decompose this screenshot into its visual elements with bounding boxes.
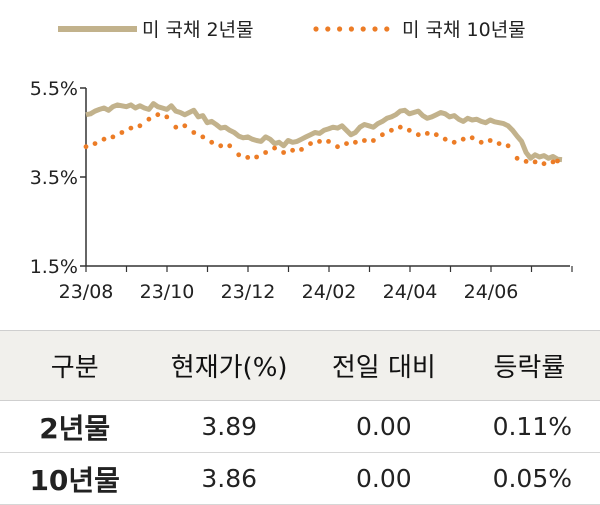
series-point-10y	[101, 136, 107, 142]
series-point-10y	[335, 144, 340, 150]
row-change: 0.00	[356, 412, 412, 441]
series-point-10y	[245, 155, 251, 160]
series-point-10y	[380, 132, 385, 138]
series-point-10y	[532, 159, 538, 165]
series-point-10y	[155, 112, 161, 118]
series-point-10y	[389, 127, 394, 133]
row-label: 10년물	[29, 463, 120, 497]
series-point-10y	[555, 158, 560, 164]
chart: 5.5% 3.5% 1.5% 23/08 23/10 23/12 24/02 24/04 24/…	[30, 19, 573, 303]
legend-swatch-10y-dot	[384, 26, 390, 32]
series-point-10y	[299, 147, 304, 152]
series-point-10y	[505, 143, 511, 149]
series-point-10y	[137, 123, 143, 129]
yield-table-section: 구분 현재가(%) 전일 대비 등락률 2년물 3.89 0.00 0.11% …	[0, 330, 600, 505]
series-point-10y	[146, 116, 152, 122]
series-point-10y	[218, 143, 224, 149]
legend-swatch-10y-dot	[372, 26, 378, 32]
series-point-10y	[397, 124, 403, 130]
series-point-10y	[317, 139, 322, 144]
series-point-10y	[227, 143, 233, 149]
series-point-10y	[487, 138, 493, 143]
x-tick-label: 24/02	[302, 281, 357, 303]
table-header-row: 구분 현재가(%) 전일 대비 등락률	[0, 330, 600, 401]
chart-svg: 5.5% 3.5% 1.5% 23/08 23/10 23/12 24/02 24/04 24/…	[30, 19, 573, 303]
series-point-10y	[263, 150, 268, 155]
series-point-10y	[541, 161, 547, 167]
series-point-10y	[83, 144, 89, 150]
y-tick-label: 3.5%	[30, 167, 78, 189]
series-point-10y	[119, 130, 125, 135]
series-point-10y	[550, 159, 556, 165]
series-point-10y	[200, 134, 206, 140]
x-tick-label: 23/08	[59, 281, 114, 303]
legend-swatch-10y-dot	[325, 26, 331, 32]
series-point-10y	[236, 152, 242, 158]
yield-table: 구분 현재가(%) 전일 대비 등락률 2년물 3.89 0.00 0.11% …	[0, 330, 600, 505]
series-point-10y	[272, 145, 277, 151]
x-tick-label: 24/04	[383, 281, 438, 303]
series-point-10y	[442, 136, 448, 142]
y-tick-label: 1.5%	[30, 256, 78, 278]
y-tick-label: 5.5%	[30, 78, 78, 100]
series-point-10y	[164, 114, 170, 120]
series-point-10y	[406, 127, 412, 133]
series-point-10y	[362, 138, 367, 143]
legend-swatch-10y-dot	[348, 26, 354, 32]
legend-label-10y: 미 국채 10년물	[402, 19, 526, 41]
series-point-10y	[281, 150, 286, 155]
series-point-10y	[424, 131, 430, 136]
legend-swatch-10y-dot	[360, 26, 366, 32]
series-point-10y	[254, 154, 259, 160]
series-point-10y	[182, 123, 188, 129]
row-label: 2년물	[39, 411, 111, 445]
series-point-10y	[128, 125, 134, 131]
header-category: 구분	[50, 353, 99, 383]
legend-swatch-10y-dot	[337, 26, 343, 32]
series-point-10y	[460, 136, 466, 142]
legend-swatch-10y-dot	[313, 26, 319, 32]
row-price: 3.86	[201, 464, 258, 493]
series-point-10y	[308, 141, 313, 147]
row-rate: 0.11%	[492, 412, 572, 441]
header-change: 전일 대비	[331, 353, 436, 383]
series-point-10y	[433, 132, 439, 138]
series-point-10y	[92, 141, 98, 147]
x-tick-label: 23/12	[221, 281, 276, 303]
series-line-2y	[85, 101, 563, 163]
series-point-10y	[209, 139, 215, 145]
series-point-10y	[371, 138, 376, 143]
series-point-10y	[290, 147, 295, 153]
series-point-10y	[326, 139, 331, 144]
x-tick-label: 24/06	[464, 281, 519, 303]
header-rate: 등락률	[493, 353, 566, 383]
x-tick-label: 23/10	[140, 281, 195, 303]
series-point-10y	[514, 155, 520, 161]
table-row: 2년물 3.89 0.00 0.11%	[0, 401, 600, 453]
series-point-10y	[451, 139, 457, 145]
row-price: 3.89	[201, 412, 258, 441]
series-point-10y	[415, 132, 421, 138]
series-point-10y	[344, 141, 349, 147]
series-point-10y	[353, 139, 358, 145]
row-change: 0.00	[356, 464, 412, 493]
series-point-10y	[523, 159, 529, 164]
series-point-10y	[496, 141, 502, 147]
series-point-10y	[110, 134, 116, 140]
series-point-10y	[191, 130, 197, 135]
header-price: 현재가(%)	[170, 353, 288, 383]
series-point-10y	[478, 139, 484, 145]
series-point-10y	[173, 124, 179, 130]
row-rate: 0.05%	[492, 464, 572, 493]
table-row: 10년물 3.86 0.00 0.05%	[0, 453, 600, 505]
series-point-10y	[469, 135, 475, 141]
legend-label-2y: 미 국채 2년물	[142, 19, 254, 41]
